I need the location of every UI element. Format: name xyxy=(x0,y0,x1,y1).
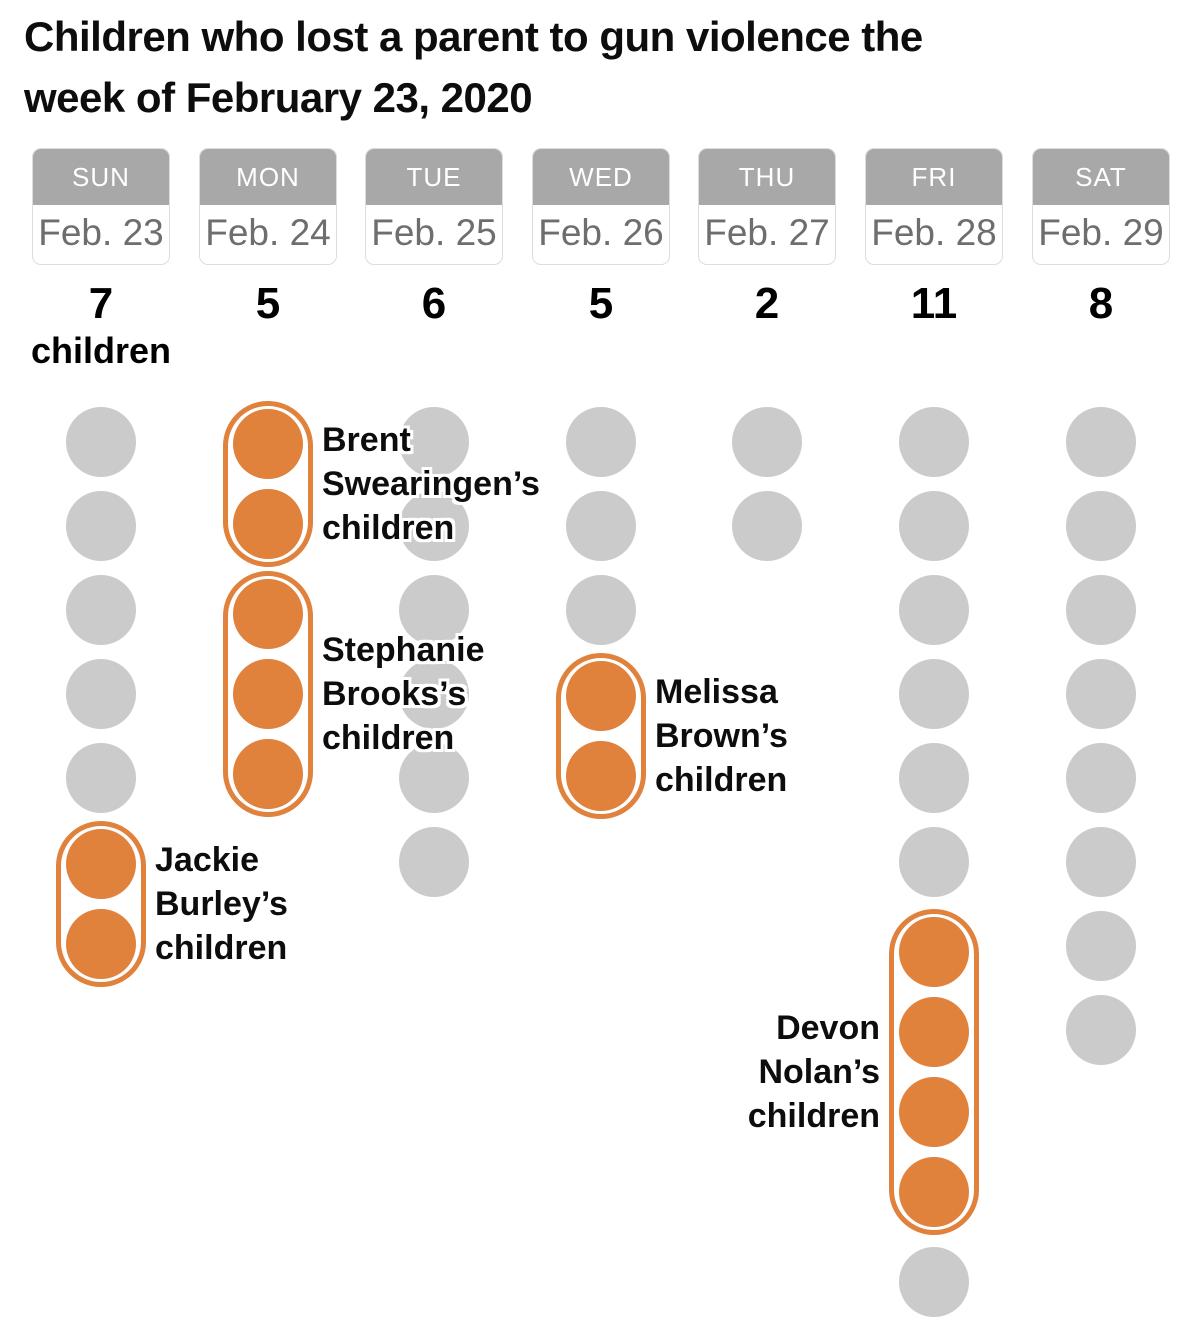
group-label-line: Brooks’s xyxy=(322,675,467,713)
group-label: Jackie Burley’s children xyxy=(155,838,288,970)
dot xyxy=(1066,827,1136,897)
group-label-line: Jackie xyxy=(155,841,259,879)
dot xyxy=(899,827,969,897)
day-card: SAT Feb. 29 xyxy=(1032,148,1170,265)
day-card: TUE Feb. 25 xyxy=(365,148,503,265)
dot xyxy=(732,491,802,561)
group-label-line: children xyxy=(155,929,288,967)
day-name: TUE xyxy=(366,149,502,205)
dot xyxy=(233,739,303,809)
dot xyxy=(399,491,469,561)
day-name: SUN xyxy=(33,149,169,205)
group-label-line: Burley’s xyxy=(155,885,288,923)
count-value: 5 xyxy=(255,279,281,328)
dot xyxy=(899,1077,969,1147)
page-title-line-2: week of February 23, 2020 xyxy=(24,74,533,121)
day-date: Feb. 27 xyxy=(704,212,830,253)
group-label: Brent Swearingen’s children xyxy=(322,418,540,550)
count-value: 6 xyxy=(421,279,447,328)
group-label-line: children xyxy=(655,761,788,799)
count-value: 8 xyxy=(1088,279,1114,328)
group-label-line: children xyxy=(322,509,455,547)
dot xyxy=(233,579,303,649)
group-label: Devon Nolan’s children xyxy=(748,1006,880,1138)
day-name: WED xyxy=(533,149,669,205)
day-card: WED Feb. 26 xyxy=(532,148,670,265)
group-label-line: Devon xyxy=(776,1009,880,1047)
group-label-line: children xyxy=(322,719,455,757)
dot xyxy=(899,491,969,561)
dot xyxy=(66,575,136,645)
group-label: Melissa Brown’s children xyxy=(655,670,788,802)
day-date: Feb. 24 xyxy=(205,212,331,253)
day-card: FRI Feb. 28 xyxy=(865,148,1003,265)
dot xyxy=(66,743,136,813)
day-name: SAT xyxy=(1033,149,1169,205)
dot xyxy=(399,827,469,897)
dot xyxy=(899,1247,969,1317)
dot xyxy=(1066,575,1136,645)
day-date: Feb. 25 xyxy=(371,212,497,253)
count-value: 2 xyxy=(754,279,780,328)
group-label-line: Nolan’s xyxy=(758,1053,880,1091)
group-label: Stephanie Brooks’s children xyxy=(322,628,484,760)
dot xyxy=(233,489,303,559)
dot xyxy=(1066,491,1136,561)
dot xyxy=(566,661,636,731)
dot xyxy=(1066,995,1136,1065)
dot xyxy=(1066,911,1136,981)
dot xyxy=(399,743,469,813)
dot xyxy=(66,491,136,561)
dot xyxy=(233,659,303,729)
dot xyxy=(899,659,969,729)
day-name: MON xyxy=(200,149,336,205)
day-date: Feb. 26 xyxy=(538,212,664,253)
dot xyxy=(899,1157,969,1227)
dot xyxy=(899,743,969,813)
page-title-line-1: Children who lost a parent to gun violen… xyxy=(24,13,923,60)
dot xyxy=(66,909,136,979)
day-date: Feb. 29 xyxy=(1038,212,1164,253)
group-label-line: children xyxy=(747,1097,880,1135)
count-value: 11 xyxy=(910,279,958,328)
dot xyxy=(899,575,969,645)
group-label-line: Swearingen’s xyxy=(322,465,540,503)
dot xyxy=(66,829,136,899)
dot xyxy=(899,917,969,987)
dot xyxy=(566,491,636,561)
group-label-line: Stephanie xyxy=(322,631,485,669)
dot xyxy=(899,997,969,1067)
day-name: THU xyxy=(699,149,835,205)
dot xyxy=(566,407,636,477)
day-date: Feb. 23 xyxy=(38,212,164,253)
dot xyxy=(899,407,969,477)
dot xyxy=(399,659,469,729)
count-unit-label: children xyxy=(30,330,172,371)
day-card: MON Feb. 24 xyxy=(199,148,337,265)
count-value: 5 xyxy=(588,279,614,328)
dot xyxy=(233,409,303,479)
dot xyxy=(1066,407,1136,477)
dot xyxy=(66,659,136,729)
day-date: Feb. 28 xyxy=(871,212,997,253)
dot xyxy=(66,407,136,477)
page-title: Children who lost a parent to gun violen… xyxy=(24,6,1180,128)
group-label-line: Brown’s xyxy=(655,717,788,755)
group-label-line: Melissa xyxy=(655,673,778,711)
dot xyxy=(399,575,469,645)
day-card: SUN Feb. 23 xyxy=(32,148,170,265)
dot xyxy=(1066,659,1136,729)
dot xyxy=(566,741,636,811)
count-value: 7 xyxy=(88,279,114,328)
dot xyxy=(1066,743,1136,813)
dot xyxy=(399,407,469,477)
dot xyxy=(566,575,636,645)
day-name: FRI xyxy=(866,149,1002,205)
day-card: THU Feb. 27 xyxy=(698,148,836,265)
group-label-line: Brent xyxy=(322,421,411,459)
dot xyxy=(732,407,802,477)
